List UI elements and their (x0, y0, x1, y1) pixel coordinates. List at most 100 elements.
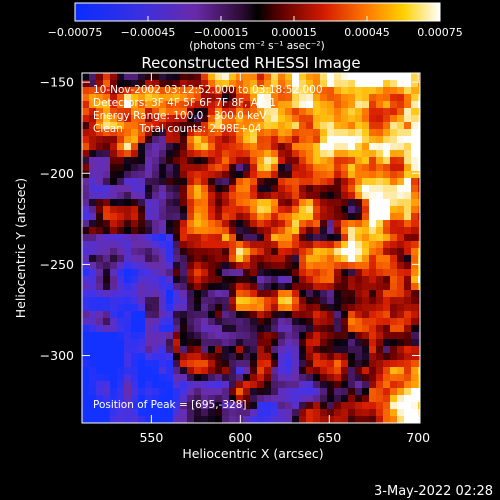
heatmap-cell (103, 248, 111, 256)
heatmap-cell (159, 122, 167, 130)
heatmap-cell (418, 87, 420, 95)
heatmap-cell (355, 353, 363, 361)
heatmap-cell (334, 143, 342, 151)
heatmap-cell (411, 395, 419, 403)
x-axis-ticks: 550 600 650 700 (139, 73, 430, 445)
heatmap-cell (117, 199, 125, 207)
heatmap-cell (278, 304, 286, 312)
heatmap-cell (89, 381, 97, 389)
heatmap-cell (299, 122, 307, 130)
heatmap-cell (271, 73, 279, 81)
heatmap-cell (96, 73, 104, 81)
heatmap-cell (145, 94, 153, 102)
heatmap-cell (320, 381, 328, 389)
heatmap-cell (285, 129, 293, 137)
heatmap-cell (292, 332, 300, 340)
heatmap-cell (334, 87, 342, 95)
heatmap-cell (334, 395, 342, 403)
heatmap-cell (355, 227, 363, 235)
heatmap-cell (82, 115, 90, 123)
heatmap-cell (376, 143, 384, 151)
heatmap-cell (285, 241, 293, 249)
heatmap-cell (145, 360, 153, 368)
heatmap-cell (278, 73, 286, 81)
heatmap-cell (208, 311, 216, 319)
heatmap-cell (145, 171, 153, 179)
heatmap-cell (173, 248, 181, 256)
heatmap-cell (103, 304, 111, 312)
heatmap-cell (222, 409, 230, 417)
heatmap-cell (411, 206, 419, 214)
heatmap-cell (215, 164, 223, 172)
heatmap-cell (264, 402, 272, 410)
heatmap-cell (138, 206, 146, 214)
heatmap-cell (299, 290, 307, 298)
heatmap-cell (131, 227, 139, 235)
heatmap-cell (173, 367, 181, 375)
heatmap-cell (124, 255, 132, 263)
heatmap-cell (187, 227, 195, 235)
heatmap-cell (390, 143, 398, 151)
heatmap-cell (96, 395, 104, 403)
heatmap-cell (201, 339, 209, 347)
heatmap-cell (243, 304, 251, 312)
heatmap-cell (110, 290, 118, 298)
heatmap-cell (103, 290, 111, 298)
heatmap-cell (103, 283, 111, 291)
heatmap-cell (264, 199, 272, 207)
heatmap-cell (390, 360, 398, 368)
heatmap-cell (250, 353, 258, 361)
heatmap-cell (208, 206, 216, 214)
heatmap-cell (397, 283, 405, 291)
heatmap-cell (152, 346, 160, 354)
heatmap-cell (313, 283, 321, 291)
heatmap-cell (236, 311, 244, 319)
heatmap-cell (390, 115, 398, 123)
heatmap-cell (89, 136, 97, 144)
heatmap-cell (383, 290, 391, 298)
heatmap-cell (82, 185, 90, 193)
heatmap-cell (404, 409, 412, 417)
heatmap-cell (306, 108, 314, 116)
heatmap-cell (404, 150, 412, 158)
heatmap-cell (138, 199, 146, 207)
heatmap-cell (348, 276, 356, 284)
heatmap-cell (110, 185, 118, 193)
heatmap-cell (292, 416, 300, 423)
heatmap-cell (138, 164, 146, 172)
heatmap-cell (243, 248, 251, 256)
heatmap-cell (383, 374, 391, 382)
heatmap-cell (103, 129, 111, 137)
heatmap-cell (376, 360, 384, 368)
heatmap-cell (292, 220, 300, 228)
heatmap-cell (145, 185, 153, 193)
heatmap-cell (264, 178, 272, 186)
heatmap-cell (285, 87, 293, 95)
heatmap-cell (145, 227, 153, 235)
heatmap-cell (145, 115, 153, 123)
heatmap-cell (327, 143, 335, 151)
heatmap-cell (187, 94, 195, 102)
heatmap-cell (166, 136, 174, 144)
heatmap-cell (159, 311, 167, 319)
heatmap-cell (222, 136, 230, 144)
heatmap-cell (82, 143, 90, 151)
heatmap-cell (82, 73, 90, 81)
heatmap-cell (215, 276, 223, 284)
heatmap-cell (257, 94, 265, 102)
heatmap-cell (145, 346, 153, 354)
heatmap-cell (243, 402, 251, 410)
heatmap-cell (82, 199, 90, 207)
heatmap-cell (229, 360, 237, 368)
heatmap-cell (369, 157, 377, 165)
heatmap-cell (166, 255, 174, 263)
heatmap-cell (138, 290, 146, 298)
heatmap-cell (138, 297, 146, 305)
heatmap-cell (271, 332, 279, 340)
heatmap-cell (264, 241, 272, 249)
heatmap-cell (82, 248, 90, 256)
heatmap-cell (334, 150, 342, 158)
heatmap-cell (187, 199, 195, 207)
heatmap-cell (320, 213, 328, 221)
heatmap-cell (215, 388, 223, 396)
